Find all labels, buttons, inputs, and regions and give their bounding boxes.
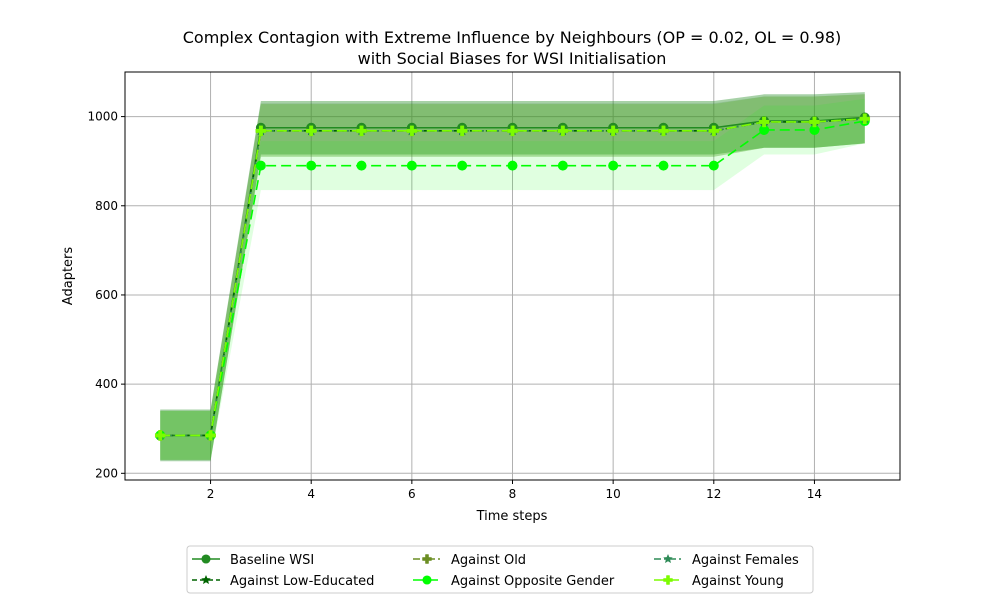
x-tick-label: 14 bbox=[807, 487, 822, 501]
series-lines bbox=[160, 116, 865, 437]
data-point bbox=[663, 575, 673, 585]
data-point bbox=[557, 160, 568, 171]
data-point bbox=[663, 553, 673, 564]
data-point bbox=[356, 125, 367, 137]
data-point bbox=[456, 125, 468, 137]
confidence-bands bbox=[160, 92, 865, 462]
y-tick-label: 200 bbox=[95, 466, 118, 480]
data-point bbox=[708, 125, 720, 137]
legend-items: Baseline WSI Against Low-Educated Against … bbox=[192, 553, 799, 589]
data-point bbox=[507, 125, 518, 137]
legend-label: Against Low-Educated bbox=[230, 574, 374, 589]
data-point bbox=[154, 430, 166, 441]
legend-label: Against Young bbox=[692, 574, 784, 589]
data-point bbox=[708, 160, 719, 171]
confidence-band bbox=[160, 98, 865, 460]
data-point bbox=[305, 125, 317, 137]
y-tick-label: 1000 bbox=[87, 110, 118, 124]
legend-label: Baseline WSI bbox=[230, 553, 314, 568]
chart-title-line2: with Social Biases for WSI Initialisatio… bbox=[358, 49, 667, 68]
data-point bbox=[306, 160, 317, 171]
data-point bbox=[607, 125, 619, 137]
x-tick-label: 10 bbox=[606, 487, 621, 501]
data-point bbox=[255, 160, 266, 171]
x-tick-label: 2 bbox=[207, 487, 215, 501]
data-point bbox=[422, 575, 432, 585]
data-point bbox=[658, 160, 669, 171]
confidence-band bbox=[160, 94, 865, 460]
legend-label: Against Females bbox=[692, 553, 799, 568]
data-point bbox=[205, 430, 216, 441]
legend: Baseline WSI Against Low-Educated Against … bbox=[186, 545, 814, 594]
data-point bbox=[557, 125, 569, 137]
data-point bbox=[201, 554, 211, 564]
legend-box bbox=[186, 545, 814, 594]
axis-ticks: 2 4 6 8 10 12 14 200 400 600 800 1000 bbox=[87, 110, 822, 501]
confidence-band bbox=[160, 94, 865, 460]
confidence-band bbox=[160, 94, 865, 460]
confidence-band bbox=[160, 92, 865, 462]
x-tick-label: 6 bbox=[408, 487, 416, 501]
data-point bbox=[356, 160, 367, 171]
data-point bbox=[422, 554, 432, 564]
series-line bbox=[160, 118, 865, 437]
data-point bbox=[608, 160, 619, 171]
x-tick-label: 4 bbox=[307, 487, 315, 501]
legend-label: Against Opposite Gender bbox=[451, 574, 615, 589]
data-point bbox=[809, 116, 820, 128]
legend-label: Against Old bbox=[451, 553, 526, 568]
y-axis-label: Adapters bbox=[61, 247, 76, 306]
x-tick-label: 12 bbox=[706, 487, 721, 501]
data-point bbox=[507, 160, 518, 171]
data-point bbox=[859, 113, 871, 125]
series-markers bbox=[154, 112, 871, 441]
x-axis-label: Time steps bbox=[476, 509, 548, 524]
data-point bbox=[201, 574, 211, 585]
data-point bbox=[758, 116, 770, 128]
data-point bbox=[255, 125, 267, 137]
chart-title-line1: Complex Contagion with Extreme Influence… bbox=[183, 28, 841, 47]
y-tick-label: 400 bbox=[95, 377, 118, 391]
data-point bbox=[406, 125, 418, 137]
y-tick-label: 600 bbox=[95, 288, 118, 302]
data-point bbox=[406, 160, 417, 171]
grid bbox=[125, 72, 900, 480]
data-point bbox=[658, 125, 669, 137]
confidence-band bbox=[160, 94, 865, 460]
y-tick-label: 800 bbox=[95, 199, 118, 213]
data-point bbox=[457, 160, 468, 171]
plot-area bbox=[124, 71, 901, 481]
x-tick-label: 8 bbox=[509, 487, 517, 501]
